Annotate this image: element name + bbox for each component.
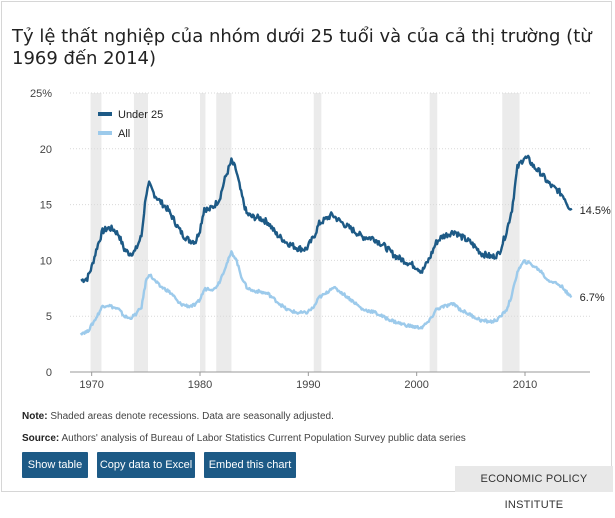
recession-band: [429, 93, 438, 372]
source-text: Authors' analysis of Bureau of Labor Sta…: [59, 433, 466, 444]
y-tick-label: 25%: [30, 88, 52, 100]
recession-band: [502, 93, 520, 372]
x-tick-label: 1970: [79, 379, 103, 391]
chart-notes: Note: Shaded areas denote recessions. Da…: [22, 410, 602, 454]
legend: Under 25 All: [98, 109, 163, 140]
chart-title: Tỷ lệ thất nghiệp của nhóm dưới 25 tuổi …: [12, 26, 592, 69]
y-tick-label: 10: [40, 255, 52, 267]
y-tick-label: 15: [40, 200, 52, 212]
end-label-under-25: 14.5%: [580, 205, 611, 217]
recession-band: [90, 93, 102, 372]
note-line: Note: Shaded areas denote recessions. Da…: [22, 410, 602, 424]
line-chart: 25% 20 15 10 5 0 1970 1980 1990 2000 2010 14.5% 6.…: [30, 88, 611, 391]
series-line-all: [79, 250, 573, 336]
embed-chart-button[interactable]: Embed this chart: [204, 452, 296, 478]
note-text: Shaded areas denote recessions. Data are…: [47, 411, 334, 422]
x-axis-ticks: 1970 1980 1990 2000 2010: [79, 372, 537, 391]
end-label-all: 6.7%: [580, 292, 605, 304]
y-tick-label: 5: [46, 311, 52, 323]
legend-label: All: [118, 128, 130, 140]
copy-to-excel-button[interactable]: Copy data to Excel: [97, 452, 195, 478]
source-line: Source: Authors' analysis of Bureau of L…: [22, 432, 602, 446]
x-tick-label: 1990: [296, 379, 320, 391]
series-lines: [79, 154, 573, 336]
gridlines: [70, 92, 590, 373]
y-tick-label: 0: [46, 367, 52, 379]
recession-band: [200, 93, 206, 372]
end-labels: 14.5% 6.7%: [580, 205, 611, 304]
y-tick-label: 20: [40, 144, 52, 156]
x-tick-label: 1980: [188, 379, 212, 391]
legend-label: Under 25: [118, 109, 163, 121]
brand-logo: ECONOMIC POLICY INSTITUTE: [455, 466, 613, 511]
note-label: Note:: [22, 411, 48, 422]
y-axis-ticks: 25% 20 15 10 5 0: [30, 88, 52, 379]
show-table-button[interactable]: Show table: [22, 452, 88, 478]
source-label: Source:: [22, 433, 60, 444]
x-tick-label: 2010: [513, 379, 537, 391]
x-tick-label: 2000: [404, 379, 428, 391]
recession-band: [216, 93, 232, 372]
series-line-under-25: [80, 154, 573, 284]
